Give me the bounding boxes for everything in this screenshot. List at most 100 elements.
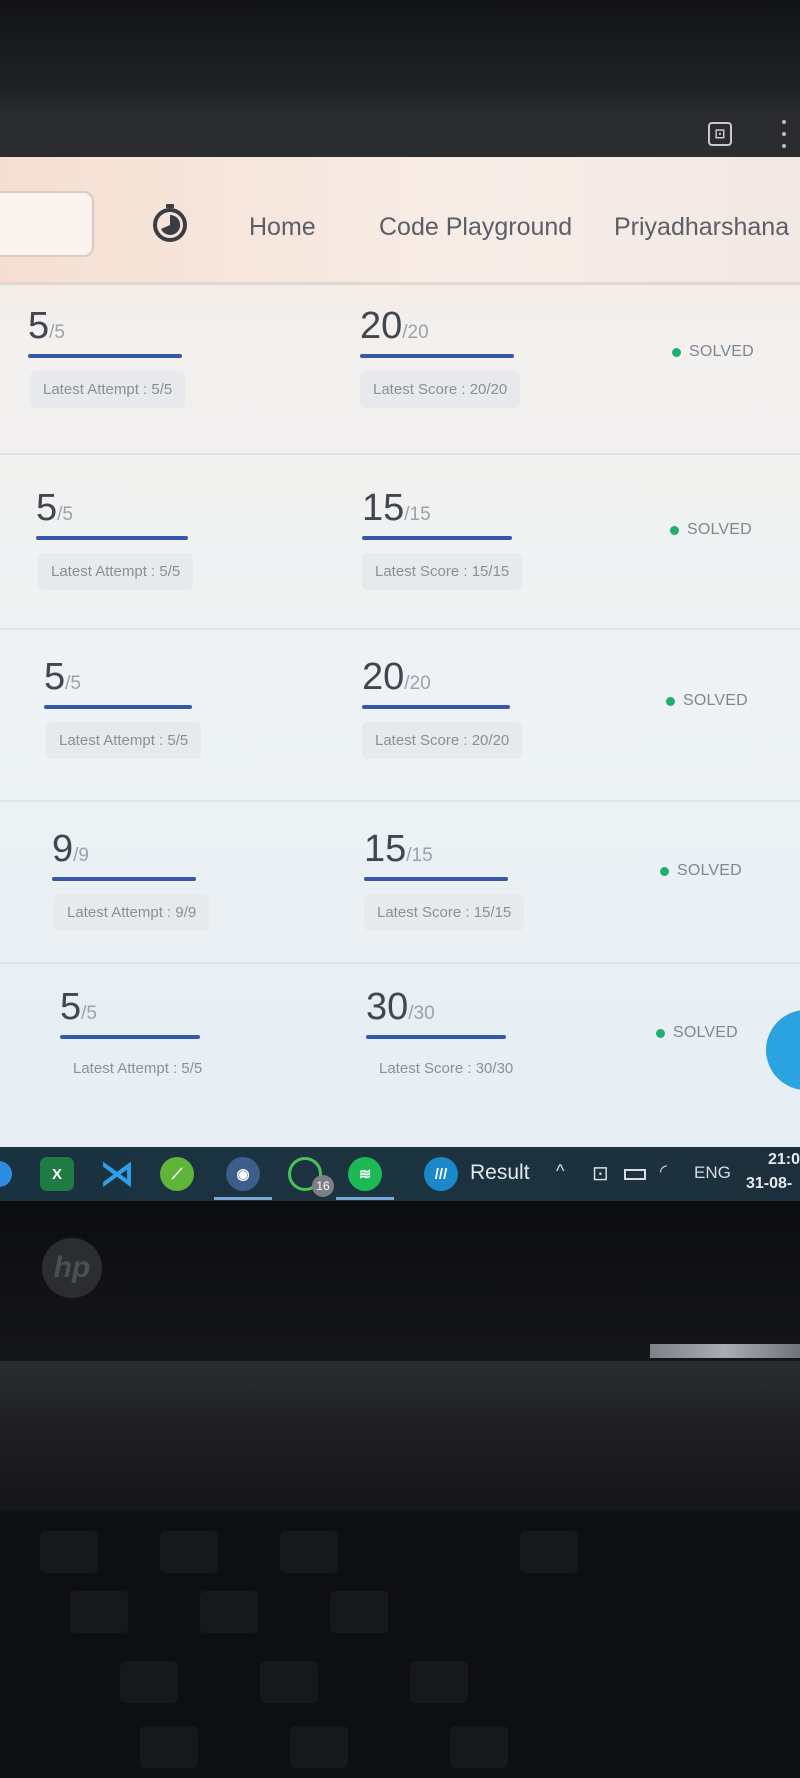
vscode-icon[interactable]: ⋊ xyxy=(100,1155,134,1193)
status-badge: SOLVED xyxy=(670,521,752,539)
pen-icon[interactable]: ⊡ xyxy=(592,1163,609,1185)
problem-row: 5/5 Latest Attempt : 5/5 30/30 Latest Sc… xyxy=(0,962,800,1147)
keyboard-key xyxy=(260,1661,318,1703)
start-button-icon[interactable] xyxy=(0,1161,12,1187)
score-value: 20 xyxy=(362,656,405,698)
keyboard-key xyxy=(70,1591,128,1633)
chrome-icon[interactable]: ◉ xyxy=(226,1157,260,1191)
score-indicator: 15/15 xyxy=(362,487,512,540)
status-badge: SOLVED xyxy=(660,862,742,880)
problem-row: 5/5 Latest Attempt : 5/5 20/20 Latest Sc… xyxy=(0,285,800,455)
status-label: SOLVED xyxy=(683,692,748,709)
keyboard xyxy=(0,1511,800,1778)
keyboard-key xyxy=(120,1661,178,1703)
app-leaf-icon[interactable]: ⟋ xyxy=(160,1157,194,1191)
monitor-bottom-bezel xyxy=(0,1201,800,1361)
browser-toolbar xyxy=(0,112,800,158)
status-dot xyxy=(670,525,679,535)
problem-row: 9/9 Latest Attempt : 9/9 15/15 Latest Sc… xyxy=(0,800,800,964)
attempts-underline xyxy=(36,536,188,540)
battery-icon[interactable] xyxy=(624,1169,646,1180)
latest-attempt-badge: Latest Attempt : 5/5 xyxy=(46,722,202,759)
attempts-value: 5 xyxy=(36,487,58,529)
laptop-sticker xyxy=(650,1344,800,1358)
attempts-total: /5 xyxy=(65,673,81,694)
attempts-indicator: 5/5 xyxy=(36,487,188,540)
score-total: /15 xyxy=(406,845,433,866)
score-total: /20 xyxy=(402,322,429,343)
attempts-value: 5 xyxy=(44,656,66,698)
score-indicator: 30/30 xyxy=(366,986,506,1039)
score-underline xyxy=(362,536,512,540)
attempts-underline xyxy=(60,1035,200,1039)
score-indicator: 15/15 xyxy=(364,828,508,881)
score-value: 15 xyxy=(362,487,405,529)
taskbar: X ⋊ ⟋ ◉ 16 ≋ /// Result ^ ⊡ ◜ ENG 21:0 3… xyxy=(0,1147,800,1201)
keyboard-key xyxy=(140,1726,198,1768)
latest-score-badge: Latest Score : 20/20 xyxy=(362,722,523,759)
score-underline xyxy=(364,877,508,881)
search-input[interactable] xyxy=(0,191,94,257)
status-dot xyxy=(656,1028,665,1038)
problem-row: 5/5 Latest Attempt : 5/5 20/20 Latest Sc… xyxy=(0,628,800,802)
nav-home-link[interactable]: Home xyxy=(249,213,316,241)
spotify-icon[interactable]: ≋ xyxy=(348,1157,382,1191)
latest-score-badge: Latest Score : 15/15 xyxy=(362,553,523,590)
keyboard-key xyxy=(200,1591,258,1633)
laptop-hinge xyxy=(0,1361,800,1511)
status-dot xyxy=(660,866,669,876)
monitor-top-bezel xyxy=(0,0,800,120)
app-screen: Home Code Playground Priyadharshana 5/5 … xyxy=(0,157,800,1147)
keyboard-key xyxy=(330,1591,388,1633)
score-underline xyxy=(362,705,510,709)
score-indicator: 20/20 xyxy=(360,305,514,358)
score-underline xyxy=(366,1035,506,1039)
attempts-value: 5 xyxy=(28,305,50,347)
excel-icon[interactable]: X xyxy=(40,1157,74,1191)
wifi-icon[interactable]: ◜ xyxy=(660,1161,667,1181)
whatsapp-badge: 16 xyxy=(312,1175,334,1197)
score-underline xyxy=(360,354,514,358)
whatsapp-icon[interactable] xyxy=(288,1157,322,1191)
clock-time[interactable]: 21:0 xyxy=(768,1151,800,1168)
score-value: 30 xyxy=(366,986,409,1028)
attempts-indicator: 5/5 xyxy=(28,305,182,358)
nav-user-profile-link[interactable]: Priyadharshana xyxy=(614,213,790,241)
language-indicator[interactable]: ENG xyxy=(694,1163,731,1182)
attempts-indicator: 5/5 xyxy=(60,986,200,1039)
active-app-indicator xyxy=(214,1197,272,1200)
score-total: /20 xyxy=(404,673,431,694)
status-badge: SOLVED xyxy=(666,692,748,710)
timer-icon[interactable] xyxy=(150,203,190,243)
latest-score-badge: Latest Score : 30/30 xyxy=(379,1060,514,1077)
attempts-total: /5 xyxy=(49,322,65,343)
latest-attempt-badge: Latest Attempt : 9/9 xyxy=(54,894,210,931)
score-total: /30 xyxy=(408,1003,435,1024)
active-app-indicator xyxy=(336,1197,394,1200)
attempts-value: 5 xyxy=(60,986,82,1028)
keyboard-key xyxy=(410,1661,468,1703)
score-indicator: 20/20 xyxy=(362,656,510,709)
status-badge: SOLVED xyxy=(656,1024,738,1042)
tray-overflow-icon[interactable]: ^ xyxy=(556,1161,565,1181)
attempts-total: /5 xyxy=(81,1003,97,1024)
status-label: SOLVED xyxy=(673,1024,738,1041)
extension-icon[interactable]: ⊡ xyxy=(708,122,732,146)
hp-logo: hp xyxy=(42,1238,102,1298)
browser-menu-icon[interactable] xyxy=(780,120,788,148)
latest-attempt-badge: Latest Attempt : 5/5 xyxy=(38,553,194,590)
clock-date[interactable]: 31-08- xyxy=(746,1175,793,1192)
score-value: 20 xyxy=(360,305,403,347)
result-app-label[interactable]: Result xyxy=(470,1161,530,1184)
problem-row: 5/5 Latest Attempt : 5/5 15/15 Latest Sc… xyxy=(0,453,800,630)
status-badge: SOLVED xyxy=(672,343,754,361)
latest-attempt-badge: Latest Attempt : 5/5 xyxy=(73,1060,203,1077)
score-value: 15 xyxy=(364,828,407,870)
latest-attempt-badge: Latest Attempt : 5/5 xyxy=(30,371,186,408)
attempts-total: /9 xyxy=(73,845,89,866)
result-app-icon[interactable]: /// xyxy=(424,1157,458,1191)
attempts-total: /5 xyxy=(57,504,73,525)
nav-code-playground-link[interactable]: Code Playground xyxy=(379,213,573,241)
status-dot xyxy=(672,347,681,357)
latest-score-badge: Latest Score : 20/20 xyxy=(360,371,521,408)
